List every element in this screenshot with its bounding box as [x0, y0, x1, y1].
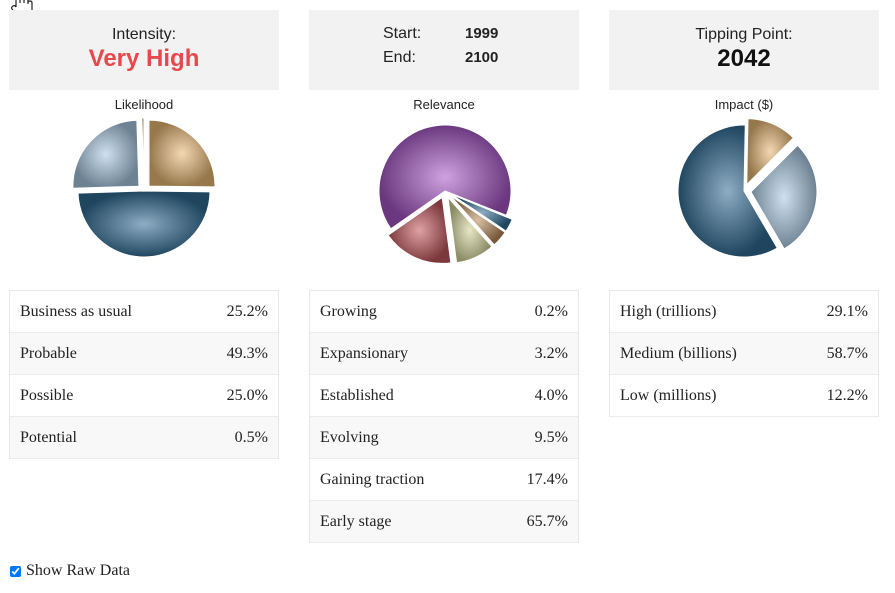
row-label: Gaining traction — [320, 470, 425, 488]
pie-slice-possible[interactable] — [72, 119, 140, 189]
show-raw-data-label: Show Raw Data — [26, 562, 130, 579]
pie-slice-evolving[interactable] — [447, 195, 493, 264]
pie-slice-expansionary[interactable] — [450, 193, 513, 232]
table-row: Probable 49.3% — [10, 333, 278, 375]
row-percent: 4.0% — [534, 386, 568, 404]
table-row: Medium (billions) 58.7% — [610, 333, 878, 375]
row-label: Probable — [20, 344, 77, 362]
row-label: Potential — [20, 428, 77, 446]
tipping-point-card: Tipping Point: 2042 — [609, 10, 879, 90]
table-row: Business as usual 25.2% — [10, 291, 278, 333]
table-row: Possible 25.0% — [10, 375, 278, 417]
likelihood-table: Business as usual 25.2% Probable 49.3% Possi… — [9, 290, 279, 459]
relevance-chart-title: Relevance — [413, 97, 475, 112]
row-label: Business as usual — [20, 302, 132, 320]
pie-slice-early-stage[interactable] — [378, 124, 512, 230]
pie-slice-medium-billions[interactable] — [677, 124, 778, 258]
impact-chart-title: Impact ($) — [714, 97, 774, 112]
pie-slice-probable[interactable] — [77, 190, 211, 258]
likelihood-chart-title: Likelihood — [114, 97, 174, 112]
row-percent: 17.4% — [526, 470, 568, 488]
show-raw-data-checkbox[interactable] — [10, 565, 21, 577]
tipping-point-value: 2042 — [717, 45, 771, 72]
table-row: High (trillions) 29.1% — [610, 291, 878, 333]
pie-slice-business-as-usual[interactable] — [148, 119, 216, 188]
start-value: 1999 — [465, 25, 499, 42]
row-percent: 65.7% — [526, 512, 568, 530]
table-row: Early stage 65.7% — [310, 501, 578, 543]
table-row: Low (millions) 12.2% — [610, 375, 878, 417]
pie-slice-gaining-traction[interactable] — [387, 196, 452, 264]
relevance-table: Growing 0.2% Expansionary 3.2% Established 4.… — [309, 290, 579, 543]
impact-pie-chart — [677, 118, 818, 258]
intensity-value: Very High — [88, 45, 200, 72]
row-percent: 29.1% — [826, 302, 868, 320]
row-percent: 9.5% — [534, 428, 568, 446]
row-percent: 0.5% — [234, 428, 268, 446]
row-percent: 49.3% — [226, 344, 268, 362]
table-row: Established 4.0% — [310, 375, 578, 417]
row-percent: 25.2% — [226, 302, 268, 320]
table-row: Evolving 9.5% — [310, 417, 578, 459]
table-row: Potential 0.5% — [10, 417, 278, 459]
end-label: End: — [383, 49, 416, 66]
row-label: Growing — [320, 302, 377, 320]
row-label: Possible — [20, 386, 74, 404]
pie-slice-potential[interactable] — [141, 117, 145, 185]
table-row: Gaining traction 17.4% — [310, 459, 578, 501]
date-range-card: Start: 1999 End: 2100 — [309, 10, 579, 90]
end-row: End: 2100 — [383, 49, 498, 67]
row-label: Early stage — [320, 512, 392, 530]
row-percent: 25.0% — [226, 386, 268, 404]
row-label: Evolving — [320, 428, 379, 446]
pie-slice-high-trillions[interactable] — [750, 144, 818, 250]
likelihood-pie-chart — [72, 117, 216, 258]
row-percent: 12.2% — [826, 386, 868, 404]
tipping-point-label: Tipping Point: — [695, 26, 793, 43]
start-label: Start: — [383, 25, 422, 42]
relevance-pie-chart — [378, 124, 514, 264]
intensity-card: Intensity: Very High — [9, 10, 279, 90]
row-label: Medium (billions) — [620, 344, 737, 362]
table-row: Expansionary 3.2% — [310, 333, 578, 375]
row-percent: 3.2% — [534, 344, 568, 362]
pie-slice-established[interactable] — [449, 195, 506, 246]
start-row: Start: 1999 — [383, 25, 498, 43]
row-label: High (trillions) — [620, 302, 717, 320]
impact-table: High (trillions) 29.1% Medium (billions) 58… — [609, 290, 879, 417]
table-row: Growing 0.2% — [310, 291, 578, 333]
row-percent: 58.7% — [826, 344, 868, 362]
intensity-label: Intensity: — [111, 26, 177, 43]
row-label: Expansionary — [320, 344, 408, 362]
row-label: Low (millions) — [620, 386, 717, 404]
row-percent: 0.2% — [534, 302, 568, 320]
show-raw-data-toggle[interactable]: Show Raw Data — [10, 562, 130, 580]
row-label: Established — [320, 386, 394, 404]
pie-slice-low-millions[interactable] — [746, 118, 795, 186]
end-value: 2100 — [465, 49, 499, 66]
